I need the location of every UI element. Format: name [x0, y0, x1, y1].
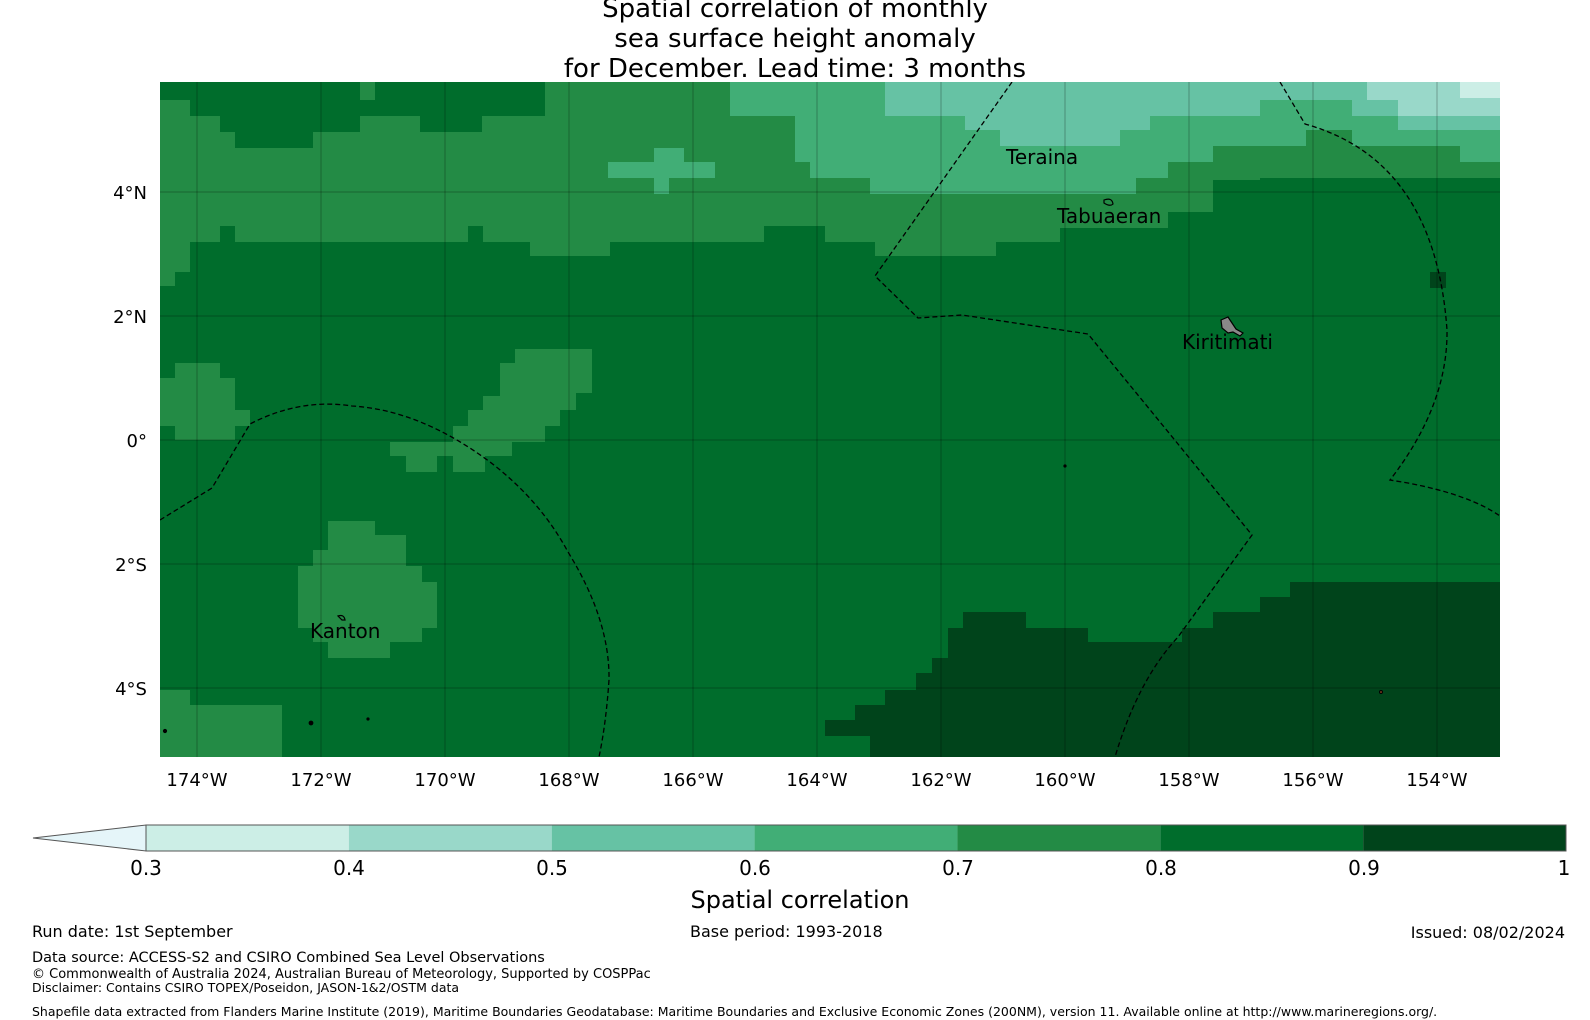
colorbar-segment — [1363, 825, 1566, 851]
title-line-3: for December. Lead time: 3 months — [563, 54, 1027, 84]
colorbar-outline — [145, 824, 1567, 852]
colorbar-tick-label: 0.4 — [333, 856, 365, 880]
disclaimer: Disclaimer: Contains CSIRO TOPEX/Poseido… — [32, 980, 460, 995]
lat-tick-label: 2°N — [113, 307, 147, 328]
lon-tick-label: 166°W — [662, 770, 723, 791]
lon-tick-label: 156°W — [1282, 770, 1343, 791]
tabuaeran-island-shape — [1103, 198, 1114, 206]
islet-marker — [1378, 689, 1383, 694]
field-0-7-0-8-kanton — [298, 521, 437, 658]
field-0-7-0-8-central — [390, 349, 592, 472]
colorbar-tick-label: 0.9 — [1348, 856, 1380, 880]
kanton-island-shape — [336, 614, 346, 621]
title-line-1: Spatial correlation of monthly — [602, 0, 988, 24]
field-0-3-0-4-north — [1460, 82, 1500, 98]
field-0-8-0-9-top-left — [160, 82, 545, 148]
field-0-7-0-8-southwest — [160, 690, 282, 757]
colorbar-segment — [1160, 825, 1364, 851]
colorbar-tick-label: 0.6 — [739, 856, 771, 880]
islet-marker — [1063, 464, 1067, 468]
shapefile-credit: Shapefile data extracted from Flanders M… — [32, 1004, 1438, 1019]
copyright: © Commonwealth of Australia 2024, Austra… — [32, 967, 651, 982]
field-0-7-0-8-west — [160, 363, 250, 440]
colorbar-ticks: 0.3 0.4 0.5 0.6 0.7 0.8 0.9 1 — [130, 856, 1570, 880]
colorbar-segment — [957, 825, 1161, 851]
colorbar-segment — [551, 825, 755, 851]
lon-tick-label: 172°W — [290, 770, 351, 791]
lon-tick-label: 170°W — [414, 770, 475, 791]
field-0-8-0-9-top-left-2 — [360, 82, 375, 100]
longitude-axis: 174°W 172°W 170°W 168°W 166°W 164°W 162°… — [166, 770, 1467, 791]
colorbar-extend-triangle — [32, 824, 147, 852]
latitude-axis: 4°N 2°N 0° 2°S 4°S — [113, 183, 147, 700]
colorbar-segment — [754, 825, 958, 851]
lat-tick-label: 4°S — [115, 679, 147, 700]
field-0-9-1-patch — [1430, 272, 1446, 288]
title-line-2: sea surface height anomaly — [614, 24, 976, 54]
islet-marker — [308, 720, 314, 726]
issued-date: Issued: 08/02/2024 — [1410, 923, 1565, 942]
eez-boundary-east — [1279, 82, 1500, 517]
lon-tick-label: 158°W — [1158, 770, 1219, 791]
colorbar-title: Spatial correlation — [690, 886, 909, 914]
eez-boundary-kanton — [160, 403, 610, 757]
colorbar-tick-label: 1 — [1558, 856, 1571, 880]
place-label-kanton: Kanton — [310, 619, 380, 643]
colorbar-tick-label: 0.7 — [942, 856, 974, 880]
colorbar-tick-label: 0.8 — [1145, 856, 1177, 880]
lon-tick-label: 168°W — [538, 770, 599, 791]
map-panel: Teraina Tabuaeran Kiritimati Kanton — [160, 82, 1500, 757]
lon-tick-label: 174°W — [166, 770, 227, 791]
colorbar — [32, 824, 1567, 852]
lon-tick-label: 164°W — [786, 770, 847, 791]
base-period: Base period: 1993-2018 — [690, 922, 883, 941]
kiritimati-island-shape — [1220, 316, 1244, 337]
islet-marker — [162, 728, 168, 734]
lat-tick-label: 4°N — [113, 183, 147, 204]
place-label-teraina: Teraina — [1005, 145, 1078, 169]
place-labels: Teraina Tabuaeran Kiritimati Kanton — [310, 145, 1273, 643]
lon-tick-label: 154°W — [1406, 770, 1467, 791]
colorbar-tick-label: 0.3 — [130, 856, 162, 880]
place-label-tabuaeran: Tabuaeran — [1056, 204, 1161, 228]
colorbar-segment — [146, 825, 349, 851]
field-0-6-0-7-patch — [608, 148, 715, 194]
colorbar-segment — [348, 825, 552, 851]
place-label-kiritimati: Kiritimati — [1182, 330, 1273, 354]
field-0-9-1-southeast — [825, 582, 1500, 757]
lat-tick-label: 0° — [127, 431, 147, 452]
lon-tick-label: 162°W — [910, 770, 971, 791]
eez-boundaries — [160, 82, 1500, 757]
data-source: Data source: ACCESS-S2 and CSIRO Combine… — [32, 950, 545, 966]
map-title: Spatial correlation of monthly sea surfa… — [0, 0, 1590, 84]
axis-labels: 4°N 2°N 0° 2°S 4°S 174°W 172°W 170°W 168… — [113, 183, 1468, 791]
field-0-5-0-6-north — [885, 82, 1500, 146]
lat-tick-label: 2°S — [115, 555, 147, 576]
islands — [162, 198, 1383, 734]
lon-tick-label: 160°W — [1034, 770, 1095, 791]
colorbar-tick-label: 0.5 — [536, 856, 568, 880]
run-date: Run date: 1st September — [32, 922, 233, 941]
islet-marker — [366, 717, 370, 721]
gridlines — [160, 82, 1500, 757]
